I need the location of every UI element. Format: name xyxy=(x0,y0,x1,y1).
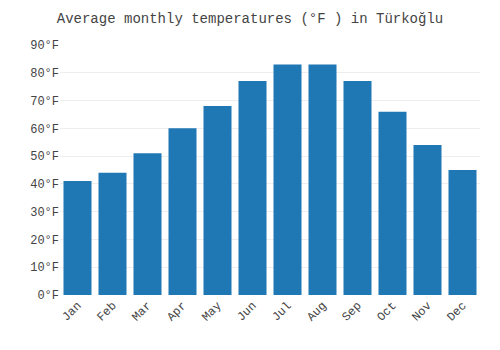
svg-text:Mar: Mar xyxy=(129,299,154,324)
svg-text:40°F: 40°F xyxy=(30,178,59,192)
svg-text:Dec: Dec xyxy=(444,299,469,324)
svg-text:Oct: Oct xyxy=(374,299,399,324)
svg-text:90°F: 90°F xyxy=(30,39,59,53)
svg-text:0°F: 0°F xyxy=(37,289,59,303)
svg-text:Average monthly temperatures (: Average monthly temperatures (°F ) in Tü… xyxy=(57,11,443,27)
svg-text:Aug: Aug xyxy=(304,299,329,324)
svg-text:80°F: 80°F xyxy=(30,67,59,81)
svg-text:Apr: Apr xyxy=(164,299,189,324)
svg-text:Jun: Jun xyxy=(234,299,259,324)
svg-text:Nov: Nov xyxy=(409,299,434,324)
svg-text:May: May xyxy=(199,299,224,324)
svg-text:20°F: 20°F xyxy=(30,234,59,248)
svg-text:Jan: Jan xyxy=(59,299,84,324)
svg-text:70°F: 70°F xyxy=(30,95,59,109)
svg-text:Jul: Jul xyxy=(269,299,294,324)
svg-text:Feb: Feb xyxy=(94,299,119,324)
svg-text:10°F: 10°F xyxy=(30,261,59,275)
svg-text:30°F: 30°F xyxy=(30,206,59,220)
svg-text:60°F: 60°F xyxy=(30,123,59,137)
svg-text:Sep: Sep xyxy=(339,299,364,324)
svg-text:50°F: 50°F xyxy=(30,150,59,164)
